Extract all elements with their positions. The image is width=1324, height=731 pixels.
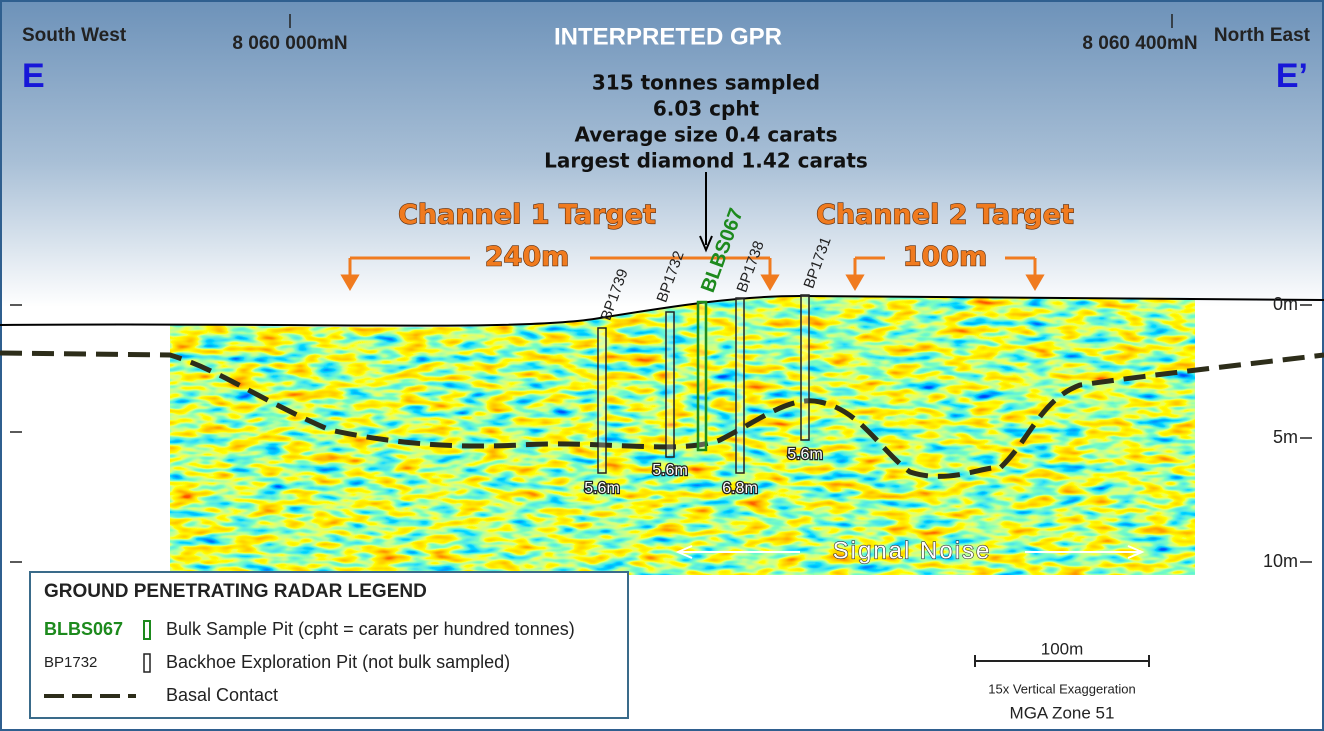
summary-line: 315 tonnes sampled (592, 71, 820, 95)
pit-depth: 5.6m (787, 446, 823, 463)
legend-key: BP1732 (44, 654, 97, 671)
depth-label: 10m (1263, 551, 1298, 571)
pit-depth: 5.6m (652, 462, 688, 479)
legend-label: Bulk Sample Pit (cpht = carats per hundr… (166, 619, 575, 639)
backhoe-pit (597, 327, 607, 474)
bulk-sample-pit (696, 300, 708, 452)
backhoe-pit (735, 297, 745, 474)
zone: MGA Zone 51 (1010, 703, 1115, 722)
direction: North East (1214, 25, 1311, 46)
target-bracket (853, 256, 1037, 280)
scale-label: 100m (1041, 639, 1084, 658)
arrowhead (340, 274, 780, 291)
backhoe-pit (665, 311, 675, 458)
backhoe-pit (800, 294, 810, 441)
legend-label: Backhoe Exploration Pit (not bulk sample… (166, 652, 510, 672)
depth-label: 0m (1273, 294, 1298, 314)
target-bracket (348, 256, 772, 280)
depth-label: 5m (1273, 427, 1298, 447)
direction: South West (22, 25, 127, 46)
summary-line: Largest diamond 1.42 carats (544, 149, 868, 173)
legend-label: Basal Contact (166, 685, 278, 705)
summary-line: 6.03 cpht (653, 97, 760, 121)
target-width: 240m (485, 242, 570, 273)
legend-title: GROUND PENETRATING RADAR LEGEND (44, 581, 427, 602)
northing: 8 060 000mN (232, 33, 347, 54)
target-label: Channel 2 Target (816, 200, 1074, 231)
legend-key: BLBS067 (44, 619, 123, 639)
summary-line: Average size 0.4 carats (574, 123, 837, 147)
pit-depth: 6.8m (722, 480, 758, 497)
pit-depth: 5.6m (584, 480, 620, 497)
northing: 8 060 400mN (1082, 33, 1197, 54)
section-label: E (22, 57, 45, 95)
annotation: Signal Noise (833, 537, 992, 564)
basal-contact (0, 350, 1324, 479)
section-label: E’ (1276, 57, 1308, 95)
exaggeration: 15x Vertical Exaggeration (988, 681, 1135, 696)
title: INTERPRETED GPR (554, 23, 782, 50)
legend-symbol (143, 653, 151, 673)
signal-arrow (675, 545, 1145, 559)
arrowhead (845, 274, 1045, 291)
legend-box (29, 571, 629, 719)
ground-surface (0, 294, 1324, 327)
legend-symbol (143, 620, 151, 640)
arrow (699, 172, 713, 253)
scale-bar (974, 655, 1150, 667)
target-label: Channel 1 Target (398, 200, 656, 231)
target-width: 100m (903, 242, 988, 273)
